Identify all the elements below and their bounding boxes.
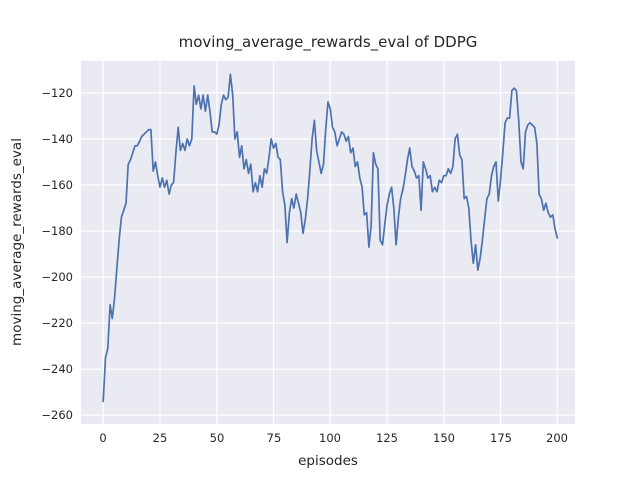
x-tick-label: 0 (99, 431, 107, 445)
y-tick-label: −180 (41, 224, 73, 238)
x-tick-label: 25 (152, 431, 168, 445)
x-tick-label: 100 (319, 431, 341, 445)
y-tick-label: −240 (41, 362, 73, 376)
y-tick-label: −120 (41, 86, 73, 100)
y-tick-label: −200 (41, 270, 73, 284)
chart-title: moving_average_rewards_eval of DDPG (178, 33, 478, 51)
x-tick-label: 125 (376, 431, 398, 445)
x-axis-label: episodes (298, 453, 358, 469)
series-line (102, 73, 559, 403)
plot-area (81, 61, 575, 424)
chart-canvas (81, 61, 575, 424)
y-tick-label: −220 (41, 316, 73, 330)
x-tick-label: 50 (209, 431, 225, 445)
y-axis-label: moving_average_rewards_eval (9, 138, 25, 346)
y-tick-label: −260 (41, 408, 73, 422)
y-tick-label: −160 (41, 178, 73, 192)
x-tick-label: 150 (433, 431, 455, 445)
y-tick-label: −140 (41, 132, 73, 146)
x-tick-label: 200 (546, 431, 568, 445)
x-tick-label: 175 (490, 431, 512, 445)
x-tick-label: 75 (266, 431, 282, 445)
